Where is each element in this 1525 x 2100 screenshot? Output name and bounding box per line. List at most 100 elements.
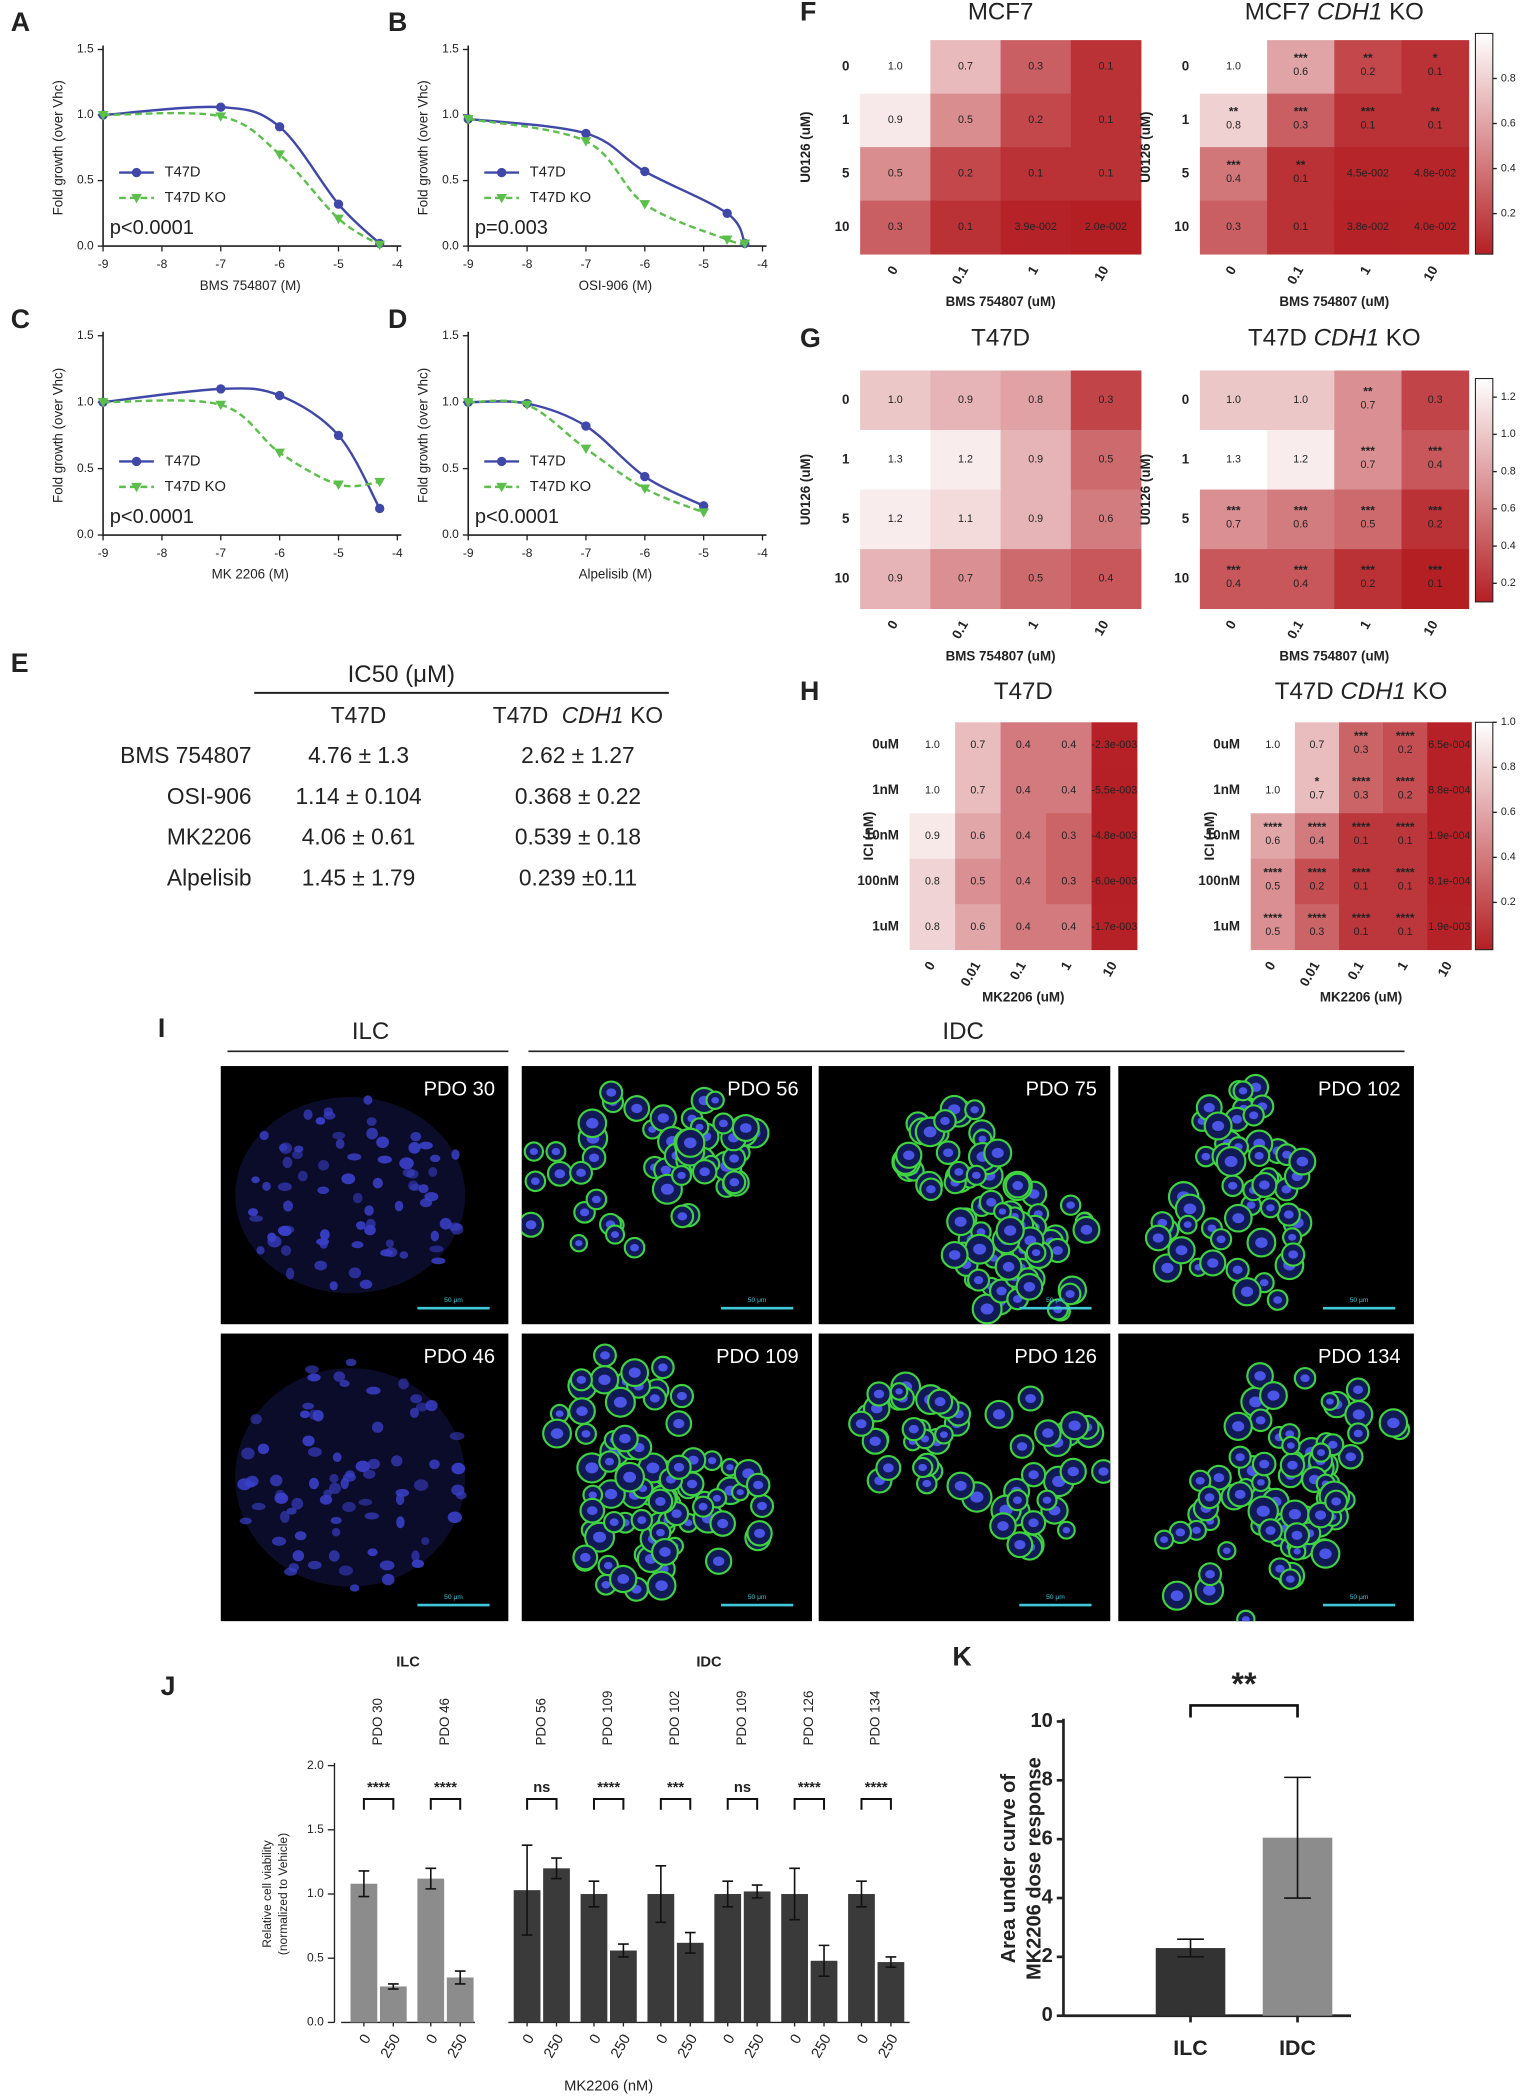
nucleus	[1353, 1429, 1363, 1438]
nucleus	[367, 1548, 378, 1557]
x-tick-label: 0.1	[949, 263, 972, 287]
nucleus	[606, 1088, 617, 1097]
y-tick-label: 5	[842, 165, 850, 180]
annotation: p<0.0001	[110, 217, 194, 239]
nucleus	[428, 1167, 438, 1177]
legend-marker	[496, 456, 507, 467]
nucleus	[1066, 1201, 1075, 1209]
cell	[955, 858, 1001, 905]
x-tick-label: 0	[587, 2032, 605, 2047]
y-axis-label: Fold growth (over Vhc)	[416, 80, 431, 215]
heatmap-title: T47D CDH1 KO	[1248, 325, 1421, 352]
point	[698, 508, 709, 518]
significance: ***	[1226, 158, 1240, 172]
cell-label: 1.0	[1226, 61, 1241, 73]
nucleus	[1067, 1466, 1079, 1477]
nucleus	[292, 1550, 305, 1562]
nucleus	[699, 1167, 710, 1177]
significance-bracket	[362, 1798, 395, 1810]
x-tick-label: 0.1	[1284, 263, 1307, 287]
cell-label: -6.0e-003	[1091, 875, 1137, 887]
x-tick-label: -4	[392, 257, 403, 271]
nucleus	[341, 1173, 356, 1185]
nucleus	[347, 1153, 362, 1161]
x-tick-label: 10	[1091, 263, 1111, 283]
x-tick-label: 250	[445, 2032, 471, 2061]
cell-label: 1.0	[1265, 784, 1280, 796]
nucleus	[1183, 1221, 1192, 1228]
significance: ***	[1226, 503, 1240, 517]
y-tick-label: 1.5	[307, 1822, 324, 1836]
y-tick-label: 0	[842, 58, 849, 73]
nucleus	[352, 1192, 363, 1204]
error-bar	[818, 1944, 830, 1977]
nucleus	[1315, 1510, 1327, 1520]
nucleus	[239, 1517, 252, 1525]
nucleus	[1025, 1393, 1036, 1404]
cell	[1000, 93, 1072, 148]
nucleus	[1098, 1467, 1109, 1476]
cell-label: 0.2	[958, 168, 973, 180]
point	[581, 421, 591, 431]
nucleus	[329, 1473, 339, 1484]
colorbar-label: 1.0	[1501, 716, 1516, 728]
nucleus	[598, 1374, 611, 1385]
nucleus	[1065, 1290, 1075, 1298]
significance: **	[1363, 51, 1373, 65]
error-bar	[1284, 1776, 1311, 1899]
nucleus	[939, 1431, 948, 1438]
y-tick-label: 5	[842, 511, 850, 526]
legend-marker	[496, 167, 507, 178]
nucleus	[294, 1531, 307, 1541]
significance-bracket	[793, 1798, 826, 1810]
nucleus	[646, 1462, 660, 1474]
nucleus	[323, 1111, 336, 1120]
nucleus	[970, 1491, 984, 1503]
cell	[1199, 430, 1268, 490]
y-tick-label: 6	[1042, 1827, 1053, 1849]
nucleus	[299, 1410, 310, 1419]
significance: **	[1363, 384, 1373, 398]
x-tick-label: 1	[1025, 263, 1042, 277]
cell	[955, 813, 1001, 860]
nucleus	[297, 1170, 308, 1182]
y-axis-label: Fold growth (over Vhc)	[416, 368, 431, 503]
table-title: IC50 (μM)	[348, 661, 455, 688]
cell-label: -1.7e-003	[1091, 921, 1137, 933]
nucleus	[279, 1510, 290, 1523]
nucleus	[286, 1507, 297, 1515]
nucleus	[250, 1414, 262, 1425]
error-bar	[618, 1943, 629, 1958]
nucleus	[1224, 1156, 1238, 1167]
nucleus	[973, 1243, 987, 1255]
image-label: PDO 134	[1318, 1346, 1400, 1368]
cell-label: 0.1	[1098, 168, 1113, 180]
cell-label: 0.2	[1428, 518, 1443, 530]
nucleus	[451, 1149, 460, 1160]
heatmap-title: T47D CDH1 KO	[1275, 678, 1448, 705]
x-tick-label: 1	[1394, 958, 1411, 972]
y-tick-label: 10	[835, 570, 850, 585]
nucleus	[1285, 1430, 1295, 1438]
cell	[1250, 813, 1296, 860]
cell-label: 0.4	[1016, 739, 1031, 751]
nucleus	[1152, 1233, 1164, 1243]
nucleus	[677, 1171, 686, 1180]
cell	[1000, 430, 1072, 490]
nucleus	[1240, 1286, 1254, 1297]
nucleus	[617, 1574, 630, 1584]
y-tick-label: 0uM	[1213, 737, 1240, 752]
y-tick-label: 0.5	[77, 461, 94, 475]
title-text: T47D	[1248, 325, 1307, 352]
nucleus	[381, 1573, 395, 1586]
cell	[1250, 767, 1296, 814]
nucleus	[1031, 1249, 1041, 1257]
cell	[1334, 549, 1402, 609]
nucleus	[399, 1157, 414, 1170]
x-tick-label: 0	[787, 2032, 805, 2047]
nucleus	[978, 1135, 987, 1143]
nucleus	[873, 1389, 885, 1399]
cell	[1250, 858, 1296, 905]
nucleus	[589, 1153, 600, 1163]
nucleus	[280, 1245, 292, 1256]
